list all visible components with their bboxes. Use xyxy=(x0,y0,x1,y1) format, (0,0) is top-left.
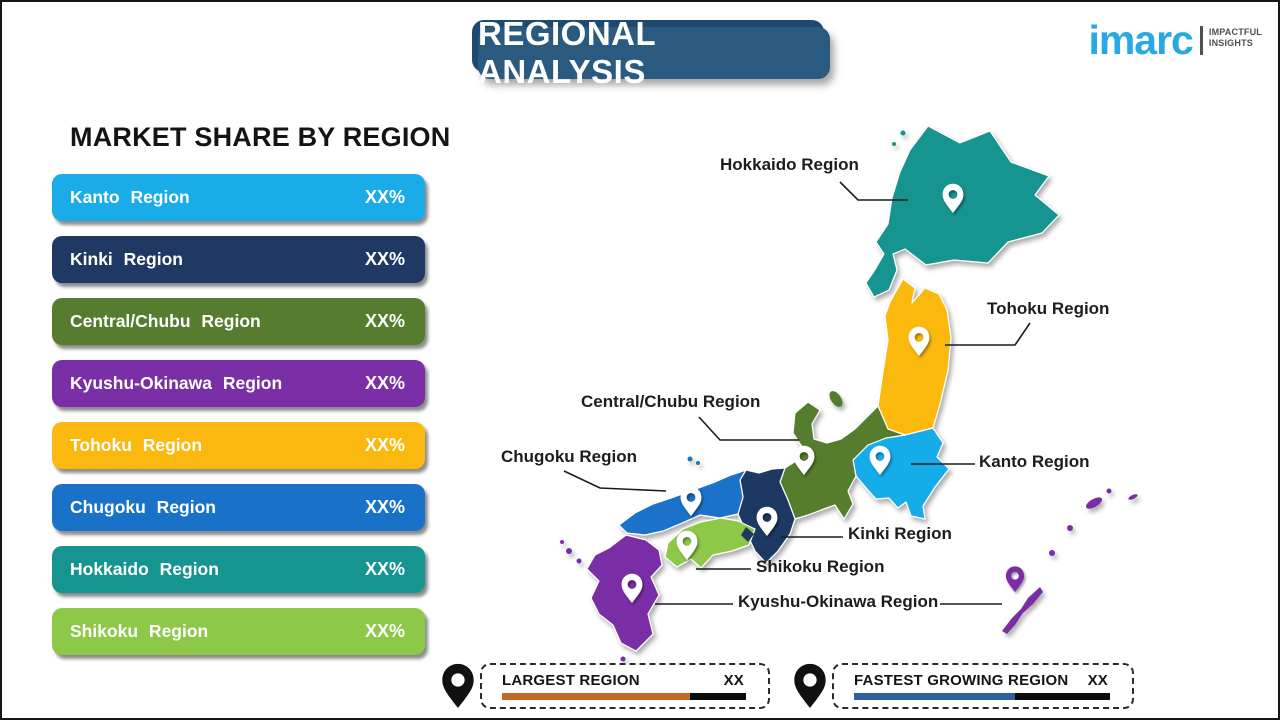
pin-hokkaido xyxy=(942,183,964,213)
legend-fastest-growing-region: FASTEST GROWING REGION XX xyxy=(832,663,1134,709)
legend-largest-region: LARGEST REGION XX xyxy=(480,663,770,709)
logo-tagline: IMPACTFUL INSIGHTS xyxy=(1209,27,1262,48)
bar-label: Shikoku Region xyxy=(70,621,209,641)
legend-fastest-value: XX xyxy=(1087,672,1108,689)
pin-okinawa xyxy=(1005,566,1025,592)
bar-label: Chugoku Region xyxy=(70,497,216,517)
region-hokkaido xyxy=(865,125,1060,298)
legend-largest-bar xyxy=(502,693,746,700)
island-amami-3 xyxy=(1128,494,1138,500)
island-rebun xyxy=(892,142,896,146)
market-share-bar-tohoku: Tohoku Region XX% xyxy=(52,422,425,469)
legend-largest-value: XX xyxy=(723,672,744,689)
pin-shikoku xyxy=(676,530,698,560)
callout-chugoku xyxy=(563,470,667,492)
market-share-bar-kinki: Kinki Region XX% xyxy=(52,236,425,283)
legend-fastest-bar-fill xyxy=(854,693,1016,700)
legend-largest-row: LARGEST REGION XX xyxy=(482,665,768,689)
bar-value: XX% xyxy=(364,373,405,393)
island-okinawa-2 xyxy=(1067,525,1073,531)
region-kinki xyxy=(737,467,796,564)
island-goto-3 xyxy=(560,540,564,544)
bar-value: XX% xyxy=(364,497,405,517)
market-share-bar-chugoku: Chugoku Region XX% xyxy=(52,484,425,531)
island-amami xyxy=(1085,497,1103,509)
legend-fastest-label: FASTEST GROWING REGION xyxy=(854,672,1069,689)
callout-central-chubu xyxy=(698,416,799,441)
island-oki-1 xyxy=(687,456,693,462)
pin-chugoku xyxy=(680,486,702,516)
island-amami-2 xyxy=(1106,488,1112,494)
imarc-logo: imarc IMPACTFUL INSIGHTS xyxy=(1088,17,1262,63)
logo-tagline-line1: IMPACTFUL xyxy=(1208,27,1262,37)
legend-fastest-row: FASTEST GROWING REGION XX xyxy=(834,665,1132,689)
island-sado xyxy=(829,391,843,407)
page-title: REGIONAL ANALYSIS xyxy=(478,15,656,90)
region-kyushu xyxy=(586,534,663,652)
legend-largest-label: LARGEST REGION xyxy=(502,672,640,689)
pin-kinki xyxy=(756,506,778,536)
market-share-bar-kyushu-okinawa: Kyushu-Okinawa Region XX% xyxy=(52,360,425,407)
map-label-tohoku: Tohoku Region xyxy=(987,299,1110,318)
island-okinawa-1 xyxy=(1049,550,1055,556)
bar-label: Kyushu-Okinawa Region xyxy=(70,373,283,393)
bar-value: XX% xyxy=(364,249,405,269)
pin-tohoku xyxy=(908,326,930,356)
market-share-bar-central-chubu: Central/Chubu Region XX% xyxy=(52,298,425,345)
logo-divider xyxy=(1199,26,1203,55)
island-awaji xyxy=(741,527,754,542)
region-kanto xyxy=(852,427,950,520)
island-rishiri xyxy=(900,130,906,136)
legend-pin-fastest xyxy=(794,663,826,708)
island-okinawa-main xyxy=(1002,587,1043,634)
map-label-shikoku: Shikoku Region xyxy=(756,557,885,576)
region-shikoku xyxy=(664,517,756,569)
map-label-kyushu-okinawa: Kyushu-Okinawa Region xyxy=(738,592,939,611)
map-label-central-chubu: Central/Chubu Region xyxy=(581,392,761,411)
map-label-chugoku: Chugoku Region xyxy=(501,447,637,466)
title-banner: REGIONAL ANALYSIS xyxy=(478,15,830,90)
bar-value: XX% xyxy=(364,187,405,207)
market-share-bar-shikoku: Shikoku Region XX% xyxy=(52,608,425,655)
region-tohoku xyxy=(877,278,952,436)
island-goto-2 xyxy=(576,558,582,564)
callout-tohoku xyxy=(945,322,1031,346)
bar-label: Central/Chubu Region xyxy=(70,311,261,331)
legend-fastest-bar-rest xyxy=(1015,693,1110,700)
bar-label: Kinki Region xyxy=(70,249,183,269)
market-share-bar-hokkaido: Hokkaido Region XX% xyxy=(52,546,425,593)
legend-pin-largest xyxy=(442,663,474,708)
market-share-list: Kanto Region XX% Kinki Region XX% Centra… xyxy=(52,174,425,670)
callout-hokkaido xyxy=(839,181,908,201)
market-share-bar-kanto: Kanto Region XX% xyxy=(52,174,425,221)
legend-largest-bar-fill xyxy=(502,693,690,700)
bar-label: Tohoku Region xyxy=(70,435,203,455)
region-central-chubu xyxy=(779,401,906,520)
market-share-heading: MARKET SHARE BY REGION xyxy=(70,122,451,152)
legend-fastest-bar xyxy=(854,693,1110,700)
bar-value: XX% xyxy=(364,435,405,455)
map-label-kinki: Kinki Region xyxy=(848,524,952,543)
bar-label: Kanto Region xyxy=(70,187,190,207)
legend-largest-bar-rest xyxy=(689,693,746,700)
island-goto-1 xyxy=(566,548,572,554)
region-chugoku xyxy=(618,469,747,536)
map-label-hokkaido: Hokkaido Region xyxy=(720,155,859,174)
bar-value: XX% xyxy=(364,311,405,331)
pin-kyushu xyxy=(621,573,643,603)
bar-label: Hokkaido Region xyxy=(70,559,219,579)
logo-tagline-line2: INSIGHTS xyxy=(1208,37,1253,48)
bar-value: XX% xyxy=(364,621,405,641)
pin-kanto xyxy=(869,445,891,475)
imarc-logo-wordmark: imarc xyxy=(1088,17,1193,63)
bar-value: XX% xyxy=(364,559,405,579)
map-label-kanto: Kanto Region xyxy=(979,452,1090,471)
island-oki-2 xyxy=(696,461,700,465)
island-south-kyushu-1 xyxy=(620,656,626,662)
pin-central-chubu xyxy=(793,445,815,475)
